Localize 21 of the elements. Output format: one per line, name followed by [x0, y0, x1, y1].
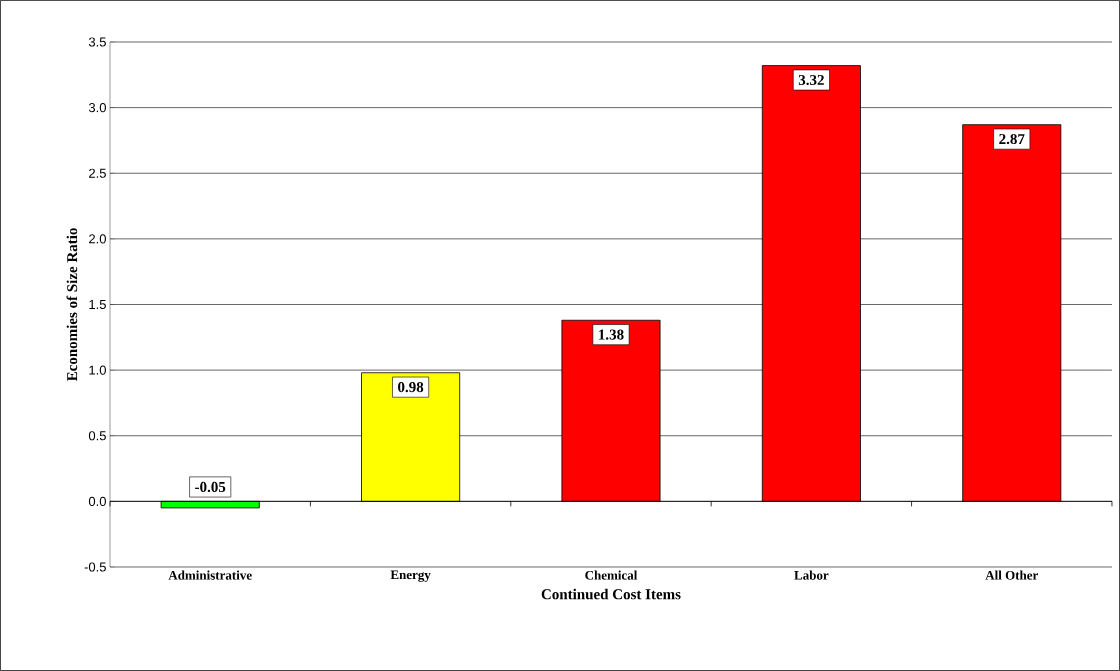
y-tick-label: 3.0	[88, 103, 106, 113]
x-tick-label: Energy	[390, 570, 431, 582]
y-tick-label: 2.5	[89, 168, 106, 178]
x-tick-label: Administrative	[168, 570, 252, 580]
data-label: 2.87	[999, 133, 1025, 145]
y-tick-label: 0.5	[88, 431, 106, 441]
data-label: 1.38	[599, 329, 624, 340]
y-tick-label: 3.5	[88, 37, 106, 47]
y-tick-label: -0.5	[84, 562, 106, 572]
y-tick-label: 1.5	[89, 299, 106, 310]
data-label: 0.98	[398, 382, 424, 393]
x-tick-label: All Other	[985, 570, 1039, 580]
y-axis-title: Economies of Size Ratio	[66, 228, 78, 382]
x-axis-title: Continued Cost Items	[541, 588, 681, 600]
data-label: -0.05	[195, 481, 226, 493]
y-tick-label: 2.0	[89, 234, 106, 244]
y-tick-label: 1.0	[89, 365, 106, 375]
data-label: 3.32	[798, 74, 824, 86]
x-tick-label: Chemical	[585, 570, 638, 580]
y-tick-label: 0.0	[88, 496, 106, 506]
x-tick-label: Labor	[794, 570, 829, 580]
